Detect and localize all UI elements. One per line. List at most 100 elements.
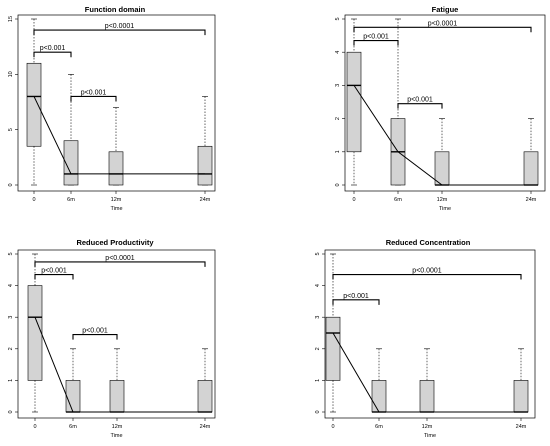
p-value-label: p<0.001: [41, 268, 67, 275]
plot-frame: [17, 14, 216, 192]
x-tick-label: 12m: [422, 424, 433, 430]
box-6m: [65, 348, 81, 413]
x-axis-label: Time: [110, 206, 122, 212]
x-tick-label: 12m: [437, 197, 448, 203]
significance-bracket: p<0.001: [397, 97, 443, 109]
box-12m: [109, 348, 125, 413]
chart-title: Function domain: [85, 5, 146, 14]
bracket-line: [332, 299, 380, 305]
y-tick-label: 0: [335, 183, 341, 186]
box-12m: [419, 348, 435, 413]
median-trend-line: [332, 332, 521, 413]
chart-title: Reduced Productivity: [76, 238, 154, 247]
chart-panel: Reduced Productivity Time 0 1 2 3 4 5 0 6m 12m 24m p…: [8, 238, 216, 439]
x-axis-label: Time: [424, 433, 436, 439]
chart-panel: Reduced Concentration Time 0 1 2 3 4 5 0 6m 12m 24m…: [315, 238, 536, 439]
y-tick-label: 2: [8, 347, 14, 350]
bracket-line: [70, 95, 117, 102]
y-tick-label: 4: [8, 284, 14, 287]
significance-bracket: p<0.001: [70, 89, 117, 102]
p-value-label: p<0.001: [82, 328, 108, 335]
plot-frame: [324, 249, 536, 419]
y-tick-label: 2: [315, 347, 321, 350]
box-iqr: [109, 380, 125, 413]
y-tick-label: 0: [315, 410, 321, 413]
box-iqr: [513, 380, 529, 413]
y-tick-label: 3: [8, 316, 14, 319]
box-24m: [197, 96, 213, 186]
box-0: [26, 18, 42, 186]
bracket-line: [72, 334, 118, 340]
y-tick-label: 3: [335, 84, 341, 87]
x-tick-label: 0: [352, 197, 355, 203]
p-value-label: p<0.001: [407, 97, 433, 104]
significance-bracket: p<0.0001: [353, 20, 532, 33]
y-tick-label: 1: [8, 379, 14, 382]
chart-panel: Fatigue Time 0 1 2 3 4 5 0 6m 12m 24m p<0.0001 p<0.00…: [335, 5, 546, 212]
x-tick-label: 0: [331, 424, 334, 430]
p-value-label: p<0.001: [40, 45, 66, 52]
significance-bracket: p<0.0001: [332, 268, 522, 280]
y-tick-label: 5: [335, 17, 341, 20]
median-trend-line: [34, 317, 205, 413]
p-value-label: p<0.0001: [105, 255, 134, 262]
x-tick-label: 12m: [111, 197, 122, 203]
x-tick-label: 6m: [69, 424, 77, 430]
p-value-label: p<0.0001: [412, 268, 441, 275]
x-tick-label: 6m: [375, 424, 383, 430]
median-trend-line: [33, 96, 205, 175]
bracket-line: [34, 273, 74, 280]
plot-frame: [17, 249, 216, 419]
x-tick-label: 12m: [112, 424, 123, 430]
y-tick-label: 4: [335, 51, 341, 54]
box-6m: [63, 74, 79, 186]
bracket-line: [353, 40, 399, 46]
bracket-line: [353, 26, 532, 33]
p-value-label: p<0.0001: [105, 23, 134, 30]
bracket-line: [397, 103, 443, 109]
x-axis-label: Time: [439, 206, 451, 212]
box-iqr: [434, 151, 450, 186]
x-tick-label: 24m: [200, 424, 211, 430]
box-24m: [197, 348, 213, 413]
box-24m: [513, 348, 529, 413]
plot-frame: [344, 14, 546, 192]
box-iqr: [197, 145, 213, 186]
x-tick-label: 24m: [516, 424, 527, 430]
significance-bracket: p<0.001: [33, 45, 72, 58]
y-tick-label: 1: [315, 379, 321, 382]
box-12m: [108, 107, 124, 186]
y-tick-label: 10: [8, 71, 14, 77]
significance-bracket: p<0.001: [72, 328, 118, 340]
x-tick-label: 0: [33, 424, 36, 430]
y-tick-label: 5: [8, 128, 14, 131]
p-value-label: p<0.001: [363, 34, 389, 41]
p-value-label: p<0.001: [81, 89, 107, 96]
box-iqr: [346, 51, 362, 153]
y-tick-label: 3: [315, 316, 321, 319]
y-tick-label: 5: [8, 252, 14, 255]
x-axis-label: Time: [110, 433, 122, 439]
significance-bracket: p<0.001: [353, 34, 399, 46]
x-tick-label: 24m: [526, 197, 537, 203]
box-iqr: [325, 316, 341, 381]
chart-title: Fatigue: [432, 5, 459, 14]
box-iqr: [108, 151, 124, 186]
p-value-label: p<0.0001: [428, 20, 457, 27]
chart-panel: Function domain Time 0 5 10 15 0 6m 12m 24m p<0.00…: [8, 5, 216, 212]
box-iqr: [419, 380, 435, 413]
chart-title: Reduced Concentration: [386, 238, 471, 247]
box-iqr: [65, 380, 81, 413]
box-iqr: [197, 380, 213, 413]
y-tick-label: 0: [8, 410, 14, 413]
x-tick-label: 6m: [394, 197, 402, 203]
box-0: [27, 253, 43, 413]
box-12m: [434, 118, 450, 186]
x-tick-label: 6m: [67, 197, 75, 203]
bracket-line: [33, 51, 72, 58]
box-iqr: [523, 151, 539, 186]
box-0: [325, 253, 341, 413]
box-iqr: [27, 285, 43, 381]
bracket-line: [33, 29, 206, 36]
